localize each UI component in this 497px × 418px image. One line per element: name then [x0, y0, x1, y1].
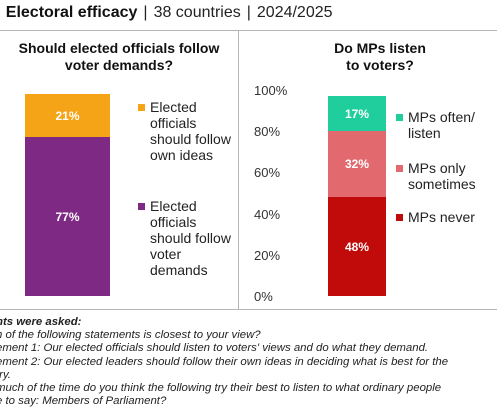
note-line: nts were asked:	[0, 316, 82, 328]
legend-line: should follow	[150, 131, 231, 147]
y-tick-label: 0%	[254, 289, 273, 304]
header-separator: |	[143, 4, 148, 21]
left-chart-title: Should elected officials follow voter de…	[0, 40, 238, 74]
left-legend-item: Elected officials should follow voter demand…	[138, 198, 238, 278]
note-line: h of the following statements is closest…	[0, 329, 261, 342]
legend-line: MPs never	[408, 209, 475, 225]
legend-line: MPs only	[408, 160, 466, 176]
chart-header: : Electoral efficacy | 38 countries | 2024/2…	[0, 4, 333, 22]
left-legend-item: Elected officials should follow own ideas	[138, 99, 238, 163]
left-title-line: Should elected officials follow	[18, 40, 220, 56]
legend-label: MPs only sometimes	[408, 160, 476, 192]
legend-swatch	[138, 203, 145, 210]
y-tick-label: 40%	[254, 206, 281, 222]
legend-swatch	[396, 165, 403, 172]
legend-label: MPs never	[408, 209, 475, 225]
bottom-rule	[0, 309, 497, 310]
right-chart-title: Do MPs listen to voters?	[300, 40, 460, 74]
legend-swatch	[138, 104, 145, 111]
y-tick-label: 100%	[254, 83, 288, 98]
right-title-line: Do MPs listen	[334, 40, 426, 56]
legend-line: officials	[150, 214, 197, 230]
y-tick-label: 60%	[254, 165, 281, 181]
right-bar-segment: 48%	[328, 197, 386, 296]
note-line: ement 1: Our elected officials should li…	[0, 342, 429, 355]
legend-line: Elected	[150, 198, 197, 214]
y-tick-label: 20%	[254, 247, 281, 263]
right-data-label: 17%	[344, 106, 370, 121]
right-title-line: to voters?	[346, 57, 414, 73]
right-legend-item: MPs only sometimes	[396, 160, 497, 192]
right-data-label: 32%	[344, 157, 370, 172]
legend-swatch	[396, 114, 403, 121]
note-line: e to say: Members of Parliament?	[0, 395, 167, 408]
right-data-label: 48%	[344, 239, 370, 254]
legend-line: listen	[408, 125, 441, 141]
legend-line: sometimes	[408, 176, 476, 192]
legend-label: Elected officials should follow own ideas	[150, 99, 231, 163]
top-rule	[0, 30, 497, 31]
legend-line: demands	[150, 262, 208, 278]
legend-line: own ideas	[150, 147, 214, 163]
right-legend-item: MPs often/listen	[396, 109, 497, 141]
note-line: try.	[0, 368, 11, 381]
header-countries: 38 countries	[153, 4, 241, 21]
right-legend-item: MPs never	[396, 209, 497, 225]
legend-line: MPs often/	[408, 109, 475, 125]
legend-label: MPs often/listen	[408, 109, 475, 141]
panel-divider	[238, 30, 239, 310]
right-bar-segment: 32%	[328, 131, 386, 198]
left-data-label: 77%	[55, 209, 80, 224]
left-title-line: voter demands?	[64, 57, 174, 73]
legend-line: should follow	[150, 230, 231, 246]
legend-line: Elected	[150, 99, 197, 115]
note-line: ement 2: Our elected leaders should foll…	[0, 355, 449, 368]
note-line: much of the time do you think the follow…	[0, 382, 442, 395]
header-separator: |	[246, 4, 251, 21]
left-bar-segment: 77%	[25, 137, 110, 296]
header-period: 2024/2025	[256, 4, 333, 21]
legend-label: Elected officials should follow voter demand…	[150, 198, 231, 278]
legend-line: officials	[150, 115, 197, 131]
right-bar-segment: 17%	[328, 96, 386, 132]
legend-swatch	[396, 214, 403, 221]
left-bar-segment: 21%	[25, 94, 110, 138]
left-data-label: 21%	[55, 108, 80, 123]
survey-notes: nts were asked: h of the following state…	[0, 316, 497, 408]
header-title: : Electoral efficacy	[0, 4, 138, 21]
legend-line: voter	[150, 246, 182, 262]
y-tick-label: 80%	[254, 124, 281, 140]
